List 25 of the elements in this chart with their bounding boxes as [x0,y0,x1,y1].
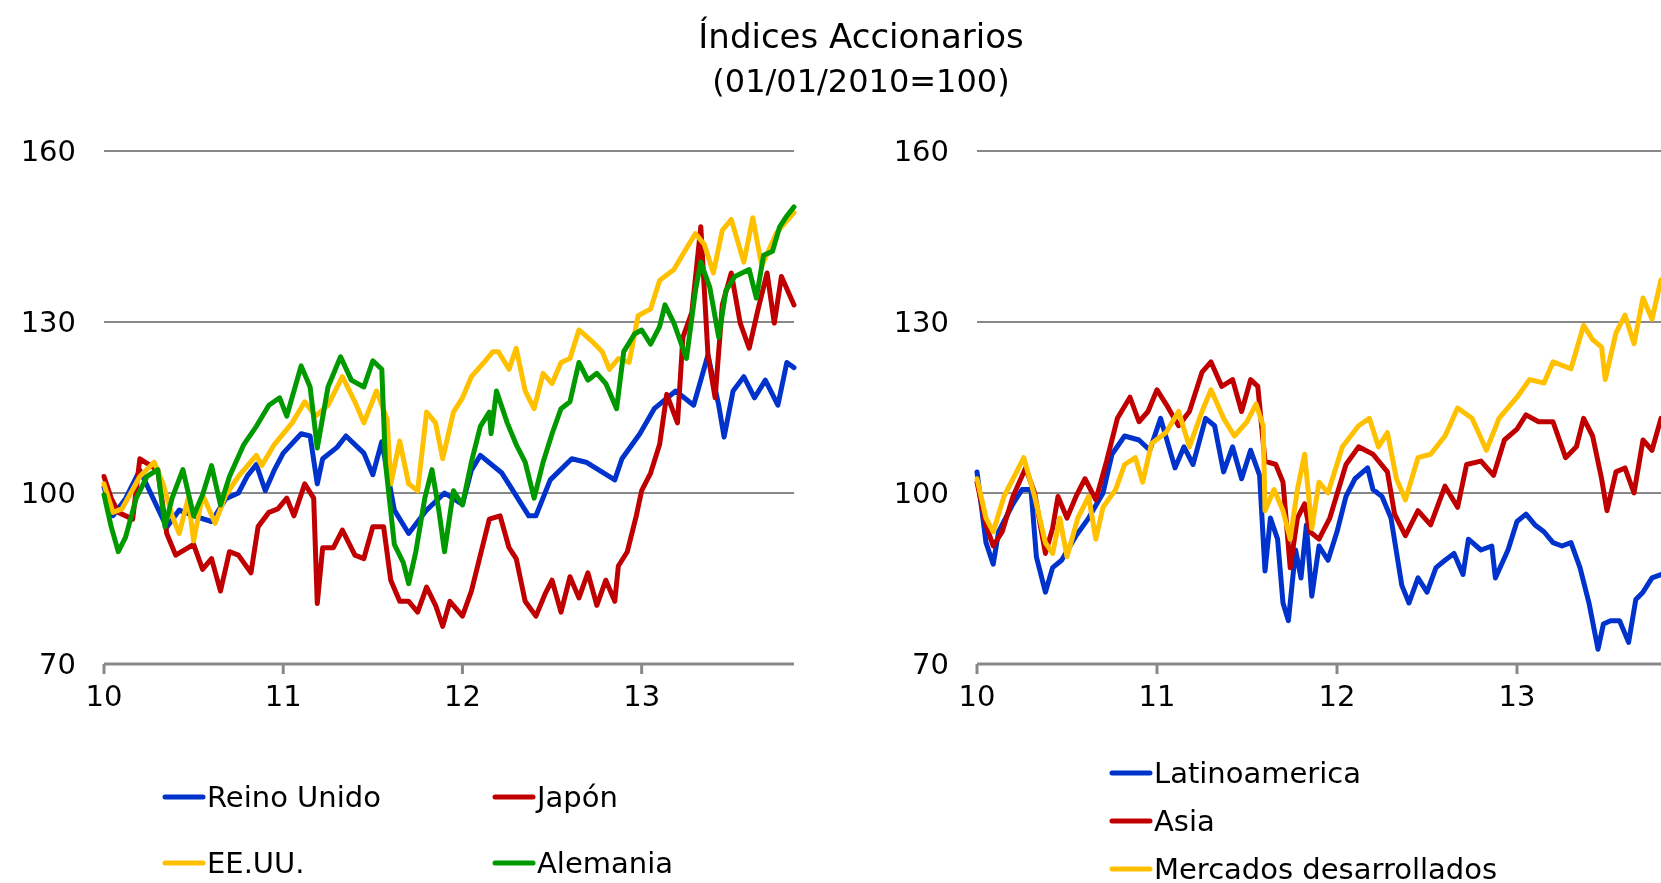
x-tick-label: 13 [1498,679,1536,713]
y-tick-label: 70 [912,647,949,682]
legend-label: Japón [535,780,618,815]
legend-label: EE.UU. [207,846,305,881]
x-tick-label: 10 [85,679,123,713]
chart-title: Índices Accionarios [698,16,1024,56]
legend-label: Asia [1154,804,1215,839]
x-tick-label: 12 [1318,679,1356,713]
x-tick-label: 11 [264,679,302,713]
y-tick-label: 160 [893,134,949,169]
legend-label: Mercados desarrollados [1154,852,1498,883]
x-tick-label: 11 [1138,679,1176,713]
y-tick-label: 100 [893,476,949,511]
y-tick-label: 160 [20,134,76,169]
x-tick-label: 12 [443,679,481,713]
legend-label: Latinoamerica [1154,756,1362,791]
y-tick-label: 100 [20,476,76,511]
legend-label: Reino Unido [207,780,381,815]
text: (01/01/2010=100) [712,62,1010,100]
legend-label: Alemania [537,846,673,881]
x-tick-label: 10 [958,679,996,713]
y-tick-label: 130 [20,305,76,340]
x-tick-label: 13 [623,679,661,713]
y-tick-label: 130 [893,305,949,340]
y-tick-label: 70 [39,647,76,682]
